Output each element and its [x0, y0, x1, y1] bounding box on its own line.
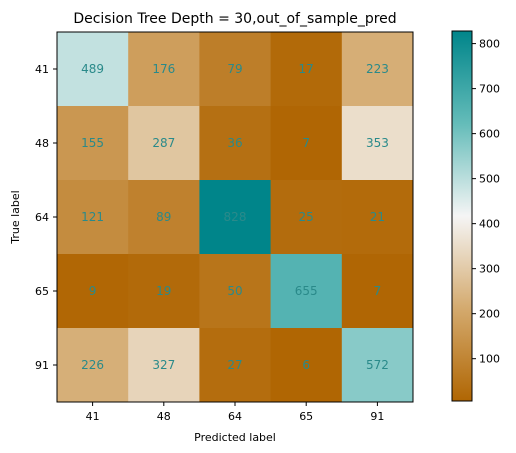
cell-value: 25 [299, 210, 314, 224]
cell-value: 19 [156, 284, 171, 298]
y-axis-ticks: 41 48 64 65 91 [35, 63, 57, 372]
colorbar [451, 30, 473, 402]
cell-value: 17 [299, 62, 314, 76]
cell-value: 89 [156, 210, 171, 224]
heatmap-cell [199, 106, 272, 181]
y-tick-label: 65 [35, 285, 49, 298]
x-tick-label: 41 [86, 410, 100, 423]
heatmap-cell [128, 328, 200, 403]
x-tick-label: 64 [228, 410, 242, 423]
y-tick-label: 41 [35, 63, 49, 76]
cell-value: 572 [366, 358, 389, 372]
x-tick-label: 48 [157, 410, 171, 423]
cell-value: 287 [152, 136, 175, 150]
heatmap-cell [128, 180, 200, 255]
heatmap-cell [270, 328, 343, 403]
colorbar-tick-label: 100 [479, 353, 500, 366]
cell-value: 79 [227, 62, 242, 76]
heatmap-cell [199, 328, 272, 403]
heatmap-cell [199, 180, 272, 255]
heatmap-cell [128, 254, 200, 329]
heatmap-cell [128, 106, 200, 181]
cell-value: 50 [227, 284, 242, 298]
heatmap-cell [199, 254, 272, 329]
colorbar-tick-label: 700 [479, 83, 500, 96]
cell-value: 27 [227, 358, 242, 372]
chart-title: Decision Tree Depth = 30,out_of_sample_p… [73, 11, 396, 27]
heatmap-cell [270, 32, 343, 107]
heatmap-cell [128, 32, 200, 107]
heatmap-cells: 489 176 79 17 223 155 287 36 7 353 121 89 828 25 21 9 19… [57, 32, 414, 403]
colorbar-tick-label: 800 [479, 38, 500, 51]
x-tick-label: 65 [299, 410, 313, 423]
x-tick-label: 91 [370, 410, 384, 423]
heatmap-cell [270, 180, 343, 255]
heatmap-cell [341, 254, 414, 329]
cell-value: 828 [224, 210, 247, 224]
cell-value: 7 [302, 136, 310, 150]
heatmap-cell [270, 254, 343, 329]
heatmap-cell [341, 180, 414, 255]
y-tick-label: 64 [35, 211, 49, 224]
cell-value: 36 [227, 136, 242, 150]
cell-value: 226 [81, 358, 104, 372]
cell-value: 6 [302, 358, 310, 372]
heatmap-cell [270, 106, 343, 181]
cell-value: 9 [89, 284, 97, 298]
colorbar-tick-label: 300 [479, 263, 500, 276]
cell-value: 353 [366, 136, 389, 150]
heatmap-cell [341, 106, 414, 181]
heatmap-cell [57, 254, 129, 329]
cell-value: 21 [370, 210, 385, 224]
y-axis-label: True label [9, 190, 22, 244]
cell-value: 223 [366, 62, 389, 76]
colorbar-tick-label: 600 [479, 128, 500, 141]
heatmap-cell [57, 32, 129, 107]
cell-value: 121 [81, 210, 104, 224]
x-axis-ticks: 41 48 64 65 91 [86, 402, 384, 423]
y-tick-label: 91 [35, 359, 49, 372]
cell-value: 7 [374, 284, 382, 298]
cell-value: 327 [152, 358, 175, 372]
cell-value: 155 [81, 136, 104, 150]
cell-value: 655 [295, 284, 318, 298]
cell-value: 489 [81, 62, 104, 76]
colorbar-tick-label: 400 [479, 218, 500, 231]
x-axis-label: Predicted label [194, 431, 276, 444]
heatmap-cell [57, 106, 129, 181]
y-tick-label: 48 [35, 137, 49, 150]
colorbar-tick-label: 200 [479, 308, 500, 321]
heatmap-cell [57, 328, 129, 403]
colorbar-tick-label: 500 [479, 173, 500, 186]
colorbar-ticks: 100 200 300 400 500 600 700 800 [472, 38, 500, 366]
heatmap-cell [57, 180, 129, 255]
heatmap-cell [341, 328, 414, 403]
heatmap-cell [199, 32, 272, 107]
cell-value: 176 [152, 62, 175, 76]
heatmap-cell [341, 32, 414, 107]
